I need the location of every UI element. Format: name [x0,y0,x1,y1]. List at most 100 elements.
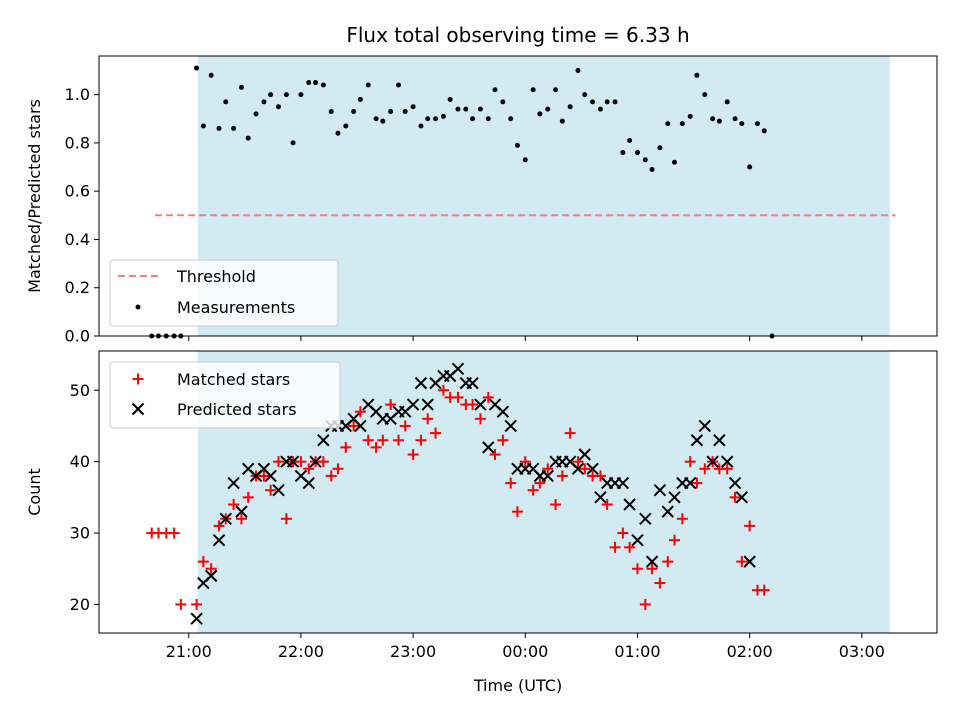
matched-star-point [676,513,688,525]
predicted-star-point [466,376,479,390]
measurement-point [313,80,319,86]
measurement-point [455,106,461,112]
measurement-point [716,118,722,124]
matched-star-point [348,420,360,432]
measurement-point [567,104,573,110]
predicted-star-point [541,469,554,483]
measurement-point [649,166,655,172]
measurement-point [208,72,214,78]
matched-star-point [242,491,254,503]
measurement-point [642,157,648,163]
y-tick-label: 50 [70,381,90,400]
legend-plus-marker [132,373,144,385]
x-axis-label: Time (UTC) [473,676,562,695]
measurement-point [290,140,296,146]
x-tick-label: 01:00 [614,642,660,661]
x-tick-label: 21:00 [166,642,212,661]
matched-star-point [317,456,329,468]
measurement-point [320,82,326,88]
matched-star-point [699,463,711,475]
matched-star-point [579,463,591,475]
matched-star-point [668,534,680,546]
ratio-legend: Threshold Measurements [109,259,339,327]
predicted-star-point [219,512,232,525]
measurement-point [537,111,543,117]
measurement-point [687,113,693,119]
x-tick-label: 03:00 [839,642,885,661]
predicted-star-point [212,533,226,547]
matched-star-point [415,434,427,446]
ratio-legend-box [109,259,339,327]
predicted-star-point [264,469,277,483]
matched-star-point [377,434,389,446]
measurement-point [351,109,357,115]
measurement-point [553,87,559,93]
x-tick-label: 02:00 [727,642,773,661]
count-y-ticks: 20 30 40 50 [70,381,99,614]
count-axes-frame [98,350,938,634]
measurement-point [530,87,536,93]
measurement-point [761,128,767,134]
predicted-star-point [616,476,630,490]
measurement-point [604,99,610,105]
measurement-point [590,99,596,105]
predicted-star-point [571,462,585,476]
measurement-point [500,99,506,105]
measurement-point [275,104,281,110]
matched-star-point [519,456,531,468]
matched-star-point [407,449,419,461]
predicted-star-point [706,455,719,468]
legend-predicted-label: Predicted stars [177,400,297,419]
measurement-point [463,106,469,112]
measurement-point [373,116,379,122]
matched-star-point [197,556,209,568]
legend-cross-marker [131,402,145,416]
measurement-point [671,159,677,165]
ratio-panel: 0.0 0.2 0.4 0.6 0.8 1.0 Matched/Predicted sta… [25,55,938,346]
matched-star-point [505,477,517,489]
measurement-point [238,84,244,90]
matched-star-point [691,477,703,489]
count-legend-box [109,361,341,429]
figure-title: Flux total observing time = 6.33 h [346,23,689,47]
matched-star-point [729,491,741,503]
matched-star-point [265,484,277,496]
matched-star-point [340,441,352,453]
matched-star-point [646,563,658,575]
legend-predicted-swatch [131,402,145,416]
measurement-point [597,106,603,112]
measurement-point [194,65,200,71]
matched-star-point [474,413,486,425]
matched-star-point [721,463,733,475]
matched-star-point [511,506,523,518]
measurement-point [306,80,312,86]
predicted-star-point [668,491,681,504]
measurement-point [665,121,671,127]
matched-star-point [393,434,405,446]
predicted-star-point [690,434,704,447]
measurement-point [575,67,581,73]
predicted-star-point [309,455,322,468]
measurement-point [710,116,716,122]
matched-star-point [280,513,292,525]
predicted-star-point [653,484,667,497]
matched-star-point [550,498,562,510]
matched-star-point [758,584,770,596]
matched-star-point [631,563,643,575]
measurement-point [694,72,700,78]
matched-star-point [467,399,479,411]
matched-star-point [332,463,344,475]
predicted-star-point [661,505,674,518]
predicted-star-point [286,455,300,468]
y-tick-label: 0.8 [65,133,90,152]
measurement-point [357,96,363,102]
y-tick-label: 0.2 [65,278,90,297]
legend-threshold-label: Threshold [176,267,256,286]
matched-star-point [295,456,307,468]
matched-star-point [399,420,411,432]
measurement-point [634,150,640,156]
matched-star-point [497,434,509,446]
measurement-point [402,109,408,115]
ratio-axes-frame [98,55,938,337]
matched-star-point [489,449,501,461]
